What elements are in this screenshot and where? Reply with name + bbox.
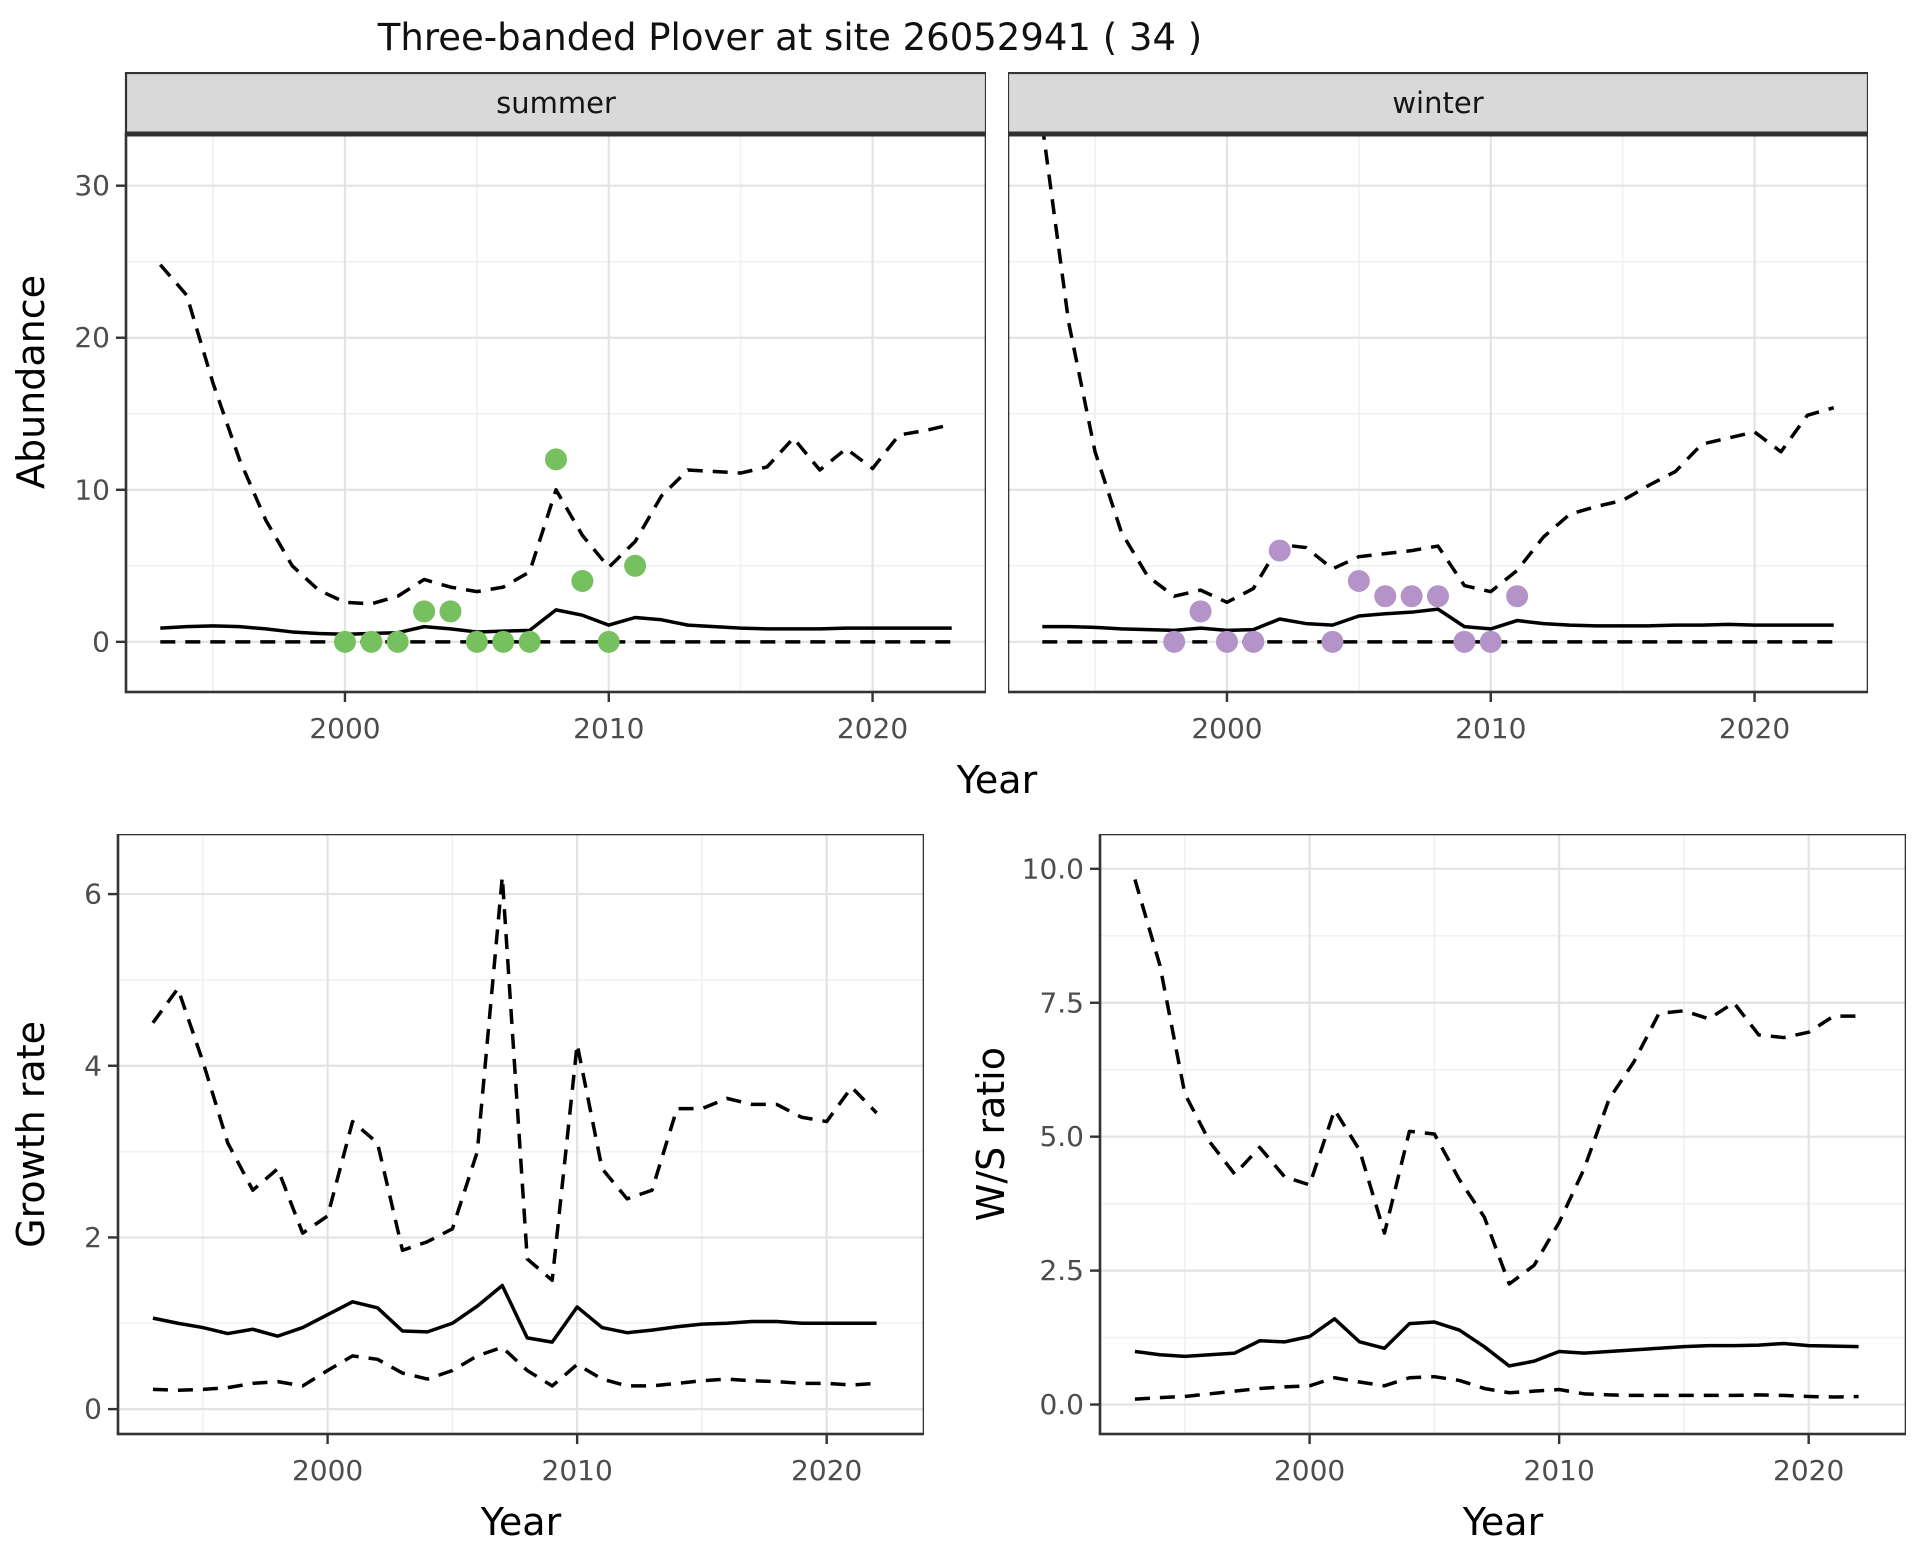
growth-rate-panel: 2000 2010 2020 0 2 4 6	[84, 834, 924, 1487]
observation-point	[518, 630, 541, 653]
observation-point	[1427, 585, 1449, 608]
y-tick-label: 7.5	[1039, 986, 1084, 1019]
facet-strip	[1008, 72, 1868, 136]
page-title: Three-banded Plover at site 26052941 ( 3…	[377, 16, 1203, 59]
panel-background	[1100, 834, 1906, 1434]
x-tick-label: 2010	[1455, 712, 1526, 745]
y-tick-label: 4	[84, 1049, 102, 1082]
series-group	[1041, 134, 1835, 653]
series-upper-ci	[158, 263, 953, 606]
facet-strip-label: winter	[1392, 86, 1483, 120]
growth-rate-axis-title: Growth rate	[9, 1020, 53, 1248]
panel-border	[116, 834, 924, 1436]
y-tick-label: 2	[84, 1221, 102, 1254]
derived-metrics-row: Growth rate 2000 2010 2020 0 2 4 6 Year W/S ra…	[8, 834, 1920, 1552]
ws-ratio-axis-title: W/S ratio	[969, 1046, 1013, 1222]
observation-point	[1374, 585, 1397, 608]
series-median	[152, 1283, 877, 1344]
observation-point	[1347, 570, 1370, 593]
series-upper-ci	[1133, 879, 1859, 1286]
observation-point	[386, 630, 409, 653]
y-tick-label: 0.0	[1039, 1388, 1084, 1421]
observation-point	[333, 630, 356, 653]
x-tick-label: 2000	[1191, 712, 1262, 745]
observation-point	[492, 630, 515, 653]
series-lower-ci	[152, 1345, 877, 1392]
observation-point	[413, 600, 436, 623]
y-tick-label: 6	[84, 878, 102, 911]
panel-border	[1098, 834, 1906, 1436]
facet-strip	[124, 72, 986, 136]
observation-point	[1453, 630, 1476, 653]
top-x-axis-title: Year	[956, 758, 1038, 802]
observation-point	[1400, 585, 1423, 608]
observation-point	[1215, 630, 1238, 653]
axis-ticks: 2000 2010 2020 0 2 4 6	[84, 878, 862, 1487]
observation-point	[1163, 630, 1186, 653]
observation-point	[1479, 630, 1502, 653]
panel-background	[118, 834, 924, 1434]
abundance-axis-title: Abundance	[9, 274, 53, 490]
x-tick-label: 2010	[1524, 1454, 1595, 1487]
series-median	[1134, 1317, 1859, 1368]
y-tick-label: 30	[74, 169, 110, 202]
ws-ratio-panel: 2000 2010 2020 0.0 2.5 5.0 7.5 10.0	[1022, 834, 1906, 1487]
x-tick-label: 2020	[837, 712, 908, 745]
series-upper-ci	[151, 875, 878, 1283]
observation-point	[1321, 630, 1344, 653]
axis-ticks: 2000 2010 2020 0 10 20 30	[74, 169, 908, 745]
y-tick-label: 20	[74, 321, 110, 354]
series-median	[160, 608, 952, 636]
x-tick-label: 2000	[292, 1454, 363, 1487]
y-tick-label: 10	[74, 473, 110, 506]
series-group	[1133, 879, 1859, 1401]
growth-x-axis-title: Year	[480, 1500, 562, 1544]
y-tick-label: 10.0	[1022, 852, 1084, 885]
summer-abundance-panel: summer 2000 2010 2020 0 10 20 30	[74, 72, 986, 745]
ws-x-axis-title: Year	[1462, 1500, 1544, 1544]
observation-point	[1506, 585, 1529, 608]
series-group	[151, 875, 878, 1392]
series-lower-ci	[1134, 1374, 1859, 1401]
x-tick-label: 2010	[573, 712, 644, 745]
observation-point	[1268, 539, 1291, 562]
y-tick-label: 0	[84, 1393, 102, 1426]
series-group	[158, 263, 953, 653]
axis-ticks: 2000 2010 2020	[1191, 692, 1790, 745]
x-tick-label: 2020	[791, 1454, 862, 1487]
x-tick-label: 2020	[1773, 1454, 1844, 1487]
observation-point	[465, 630, 488, 653]
x-tick-label: 2020	[1719, 712, 1790, 745]
y-tick-label: 0	[92, 625, 110, 658]
series-upper-ci	[1041, 134, 1835, 605]
series-median	[1042, 607, 1834, 633]
y-tick-label: 2.5	[1039, 1254, 1084, 1287]
y-tick-label: 5.0	[1039, 1120, 1084, 1153]
winter-abundance-panel: winter 2000 2010 2020	[1008, 72, 1868, 745]
observation-point	[624, 554, 647, 577]
observation-point	[439, 600, 462, 623]
facet-strip-label: summer	[496, 86, 616, 120]
axis-ticks: 2000 2010 2020 0.0 2.5 5.0 7.5 10.0	[1022, 852, 1845, 1487]
x-tick-label: 2010	[542, 1454, 613, 1487]
observation-point	[571, 570, 594, 593]
observation-point	[360, 630, 383, 653]
x-tick-label: 2000	[1274, 1454, 1345, 1487]
observation-point	[597, 630, 620, 653]
x-tick-label: 2000	[309, 712, 380, 745]
observation-point	[545, 448, 567, 471]
abundance-row: Abundance summer 2000 2010 2020 0 10 20 30 wint…	[8, 72, 1920, 754]
observation-point	[1242, 630, 1265, 653]
observation-point	[1189, 600, 1212, 623]
